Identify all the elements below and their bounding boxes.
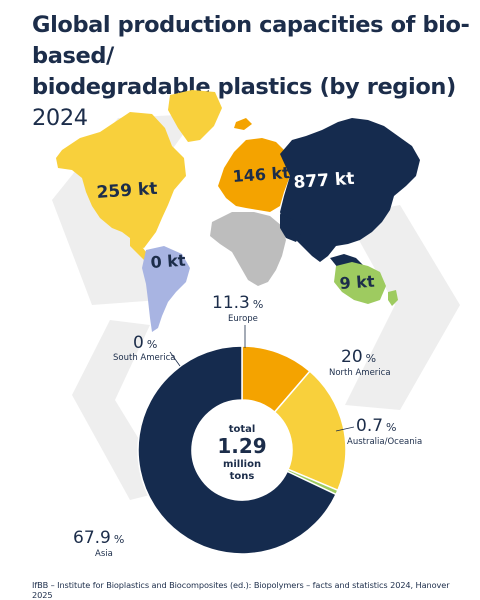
australia-shape: [334, 262, 386, 304]
africa-shape: [210, 212, 286, 286]
name-label-south-america: South America: [113, 353, 175, 363]
chart-title: Global production capacities of bio-base…: [32, 10, 472, 134]
unit-australia: %: [386, 421, 396, 434]
value-south-america: 0: [133, 333, 144, 353]
unit-north-america: %: [366, 352, 376, 365]
value-europe: 11.3: [212, 293, 250, 313]
title-line-2-text: biodegradable plastics (by region): [32, 74, 456, 100]
value-label-asia: 67.9%: [73, 528, 124, 548]
value-label-north-america: 20%: [341, 347, 376, 367]
europe-shape: [218, 138, 294, 212]
map-label-south-america: 0 kt: [150, 251, 187, 272]
world-map: [56, 90, 420, 332]
center-line-4: tons: [230, 471, 255, 482]
value-label-europe: 11.3%: [212, 293, 263, 313]
bg-arrow-right: [345, 205, 460, 410]
name-label-north-america: North America: [329, 368, 391, 378]
donut-chart: [137, 345, 347, 555]
center-line-3: million: [223, 459, 261, 470]
map-label-europe: 146 kt: [232, 163, 291, 186]
asia-shape: [280, 118, 420, 262]
donut-center: total 1.29 million tons: [217, 424, 266, 482]
name-label-europe: Europe: [228, 314, 258, 324]
slice-labels: 11.3% Europe 20% North America 0.7% Aust…: [73, 293, 422, 559]
unit-asia: %: [114, 533, 124, 546]
leader-south-america: [169, 351, 181, 367]
donut-slice-asia: [137, 345, 338, 555]
map-label-australia: 9 kt: [339, 272, 376, 293]
middle-east-shape: [280, 214, 302, 242]
value-asia: 67.9: [73, 528, 111, 548]
donut-slice-north-america: [273, 370, 347, 492]
title-line-2: biodegradable plastics (by region) 2024: [32, 72, 472, 134]
value-north-america: 20: [341, 347, 363, 367]
center-line-1: total: [229, 424, 256, 435]
map-label-asia: 877 kt: [293, 169, 355, 193]
value-label-south-america: 0%: [133, 333, 157, 353]
title-year: 2024: [32, 105, 88, 131]
new-zealand-shape: [388, 290, 398, 306]
title-line-1: Global production capacities of bio-base…: [32, 12, 470, 69]
name-label-asia: Asia: [95, 549, 113, 559]
value-label-australia: 0.7%: [356, 416, 397, 436]
unit-europe: %: [253, 298, 263, 311]
center-line-2: 1.29: [217, 434, 266, 458]
source-footer: IfBB – Institute for Bioplastics and Bio…: [32, 580, 450, 600]
iceland-shape: [234, 118, 252, 130]
north-america-shape: [56, 112, 186, 248]
greenland-shape: [168, 90, 222, 142]
map-labels: 259 kt 146 kt 877 kt 0 kt 9 kt: [96, 163, 376, 293]
name-label-australia: Australia/Oceania: [347, 437, 422, 447]
map-label-north-america: 259 kt: [96, 179, 158, 203]
south-america-shape: [142, 246, 190, 332]
value-australia: 0.7: [356, 416, 383, 436]
unit-south-america: %: [147, 338, 157, 351]
leader-australia: [335, 426, 355, 432]
